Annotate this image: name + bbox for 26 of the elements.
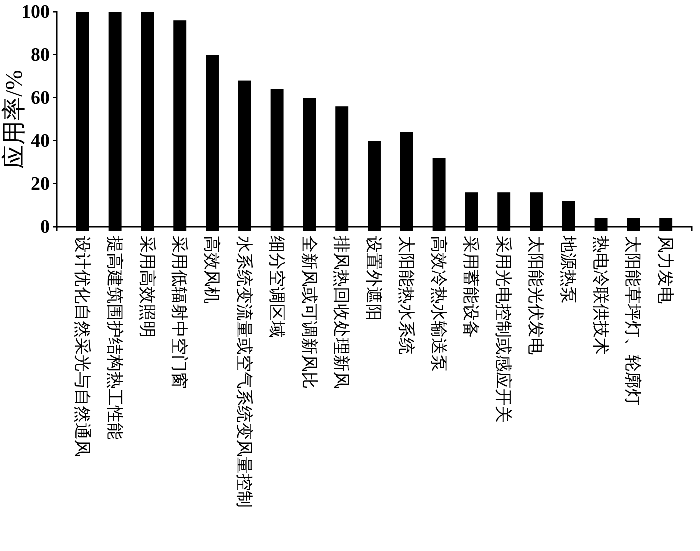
y-tick-label: 100 — [22, 2, 50, 24]
x-tick-label: 水系统变流量或空气系统变风量控制 — [234, 236, 254, 508]
x-tick-label: 太阳能光伏发电 — [526, 236, 546, 355]
x-tick-label: 设计优化自然采光与自然通风 — [72, 236, 92, 457]
x-tick-label: 采用蓄能设备 — [462, 236, 481, 338]
x-tick-label: 太阳能热水系统 — [396, 236, 416, 355]
x-tick-label: 采用高效照明 — [138, 236, 157, 338]
x-tick-label: 细分空调区域 — [267, 236, 286, 338]
x-tick-label: 采用光电控制或感应开关 — [494, 236, 514, 423]
y-tick-label: 40 — [31, 131, 50, 152]
x-tick-label: 设置外遮阳 — [364, 236, 384, 321]
x-tick-label: 地源热泵 — [558, 235, 578, 304]
x-tick-label: 提高建筑围护结构热工性能 — [105, 236, 124, 440]
x-tick-label: 风力发电 — [656, 236, 676, 304]
y-axis-title: 应用率/% — [1, 70, 28, 169]
x-tick-label: 高效冷热水输送泵 — [429, 236, 448, 372]
y-tick-label: 0 — [40, 217, 50, 238]
x-tick-label: 热电冷联供技术 — [591, 236, 610, 355]
x-tick-label: 全新风或可调新风比 — [300, 236, 319, 389]
y-tick-label: 80 — [31, 45, 50, 66]
x-tick-label: 排风热回收处理新风 — [332, 236, 352, 389]
y-tick-label: 20 — [31, 174, 50, 196]
x-tick-label: 采用低辐射中空门窗 — [170, 236, 190, 389]
x-tick-label: 太阳能草坪灯、轮廓灯 — [624, 236, 643, 406]
y-tick-label: 60 — [31, 88, 50, 110]
x-tick-label: 高效风机 — [202, 236, 222, 304]
